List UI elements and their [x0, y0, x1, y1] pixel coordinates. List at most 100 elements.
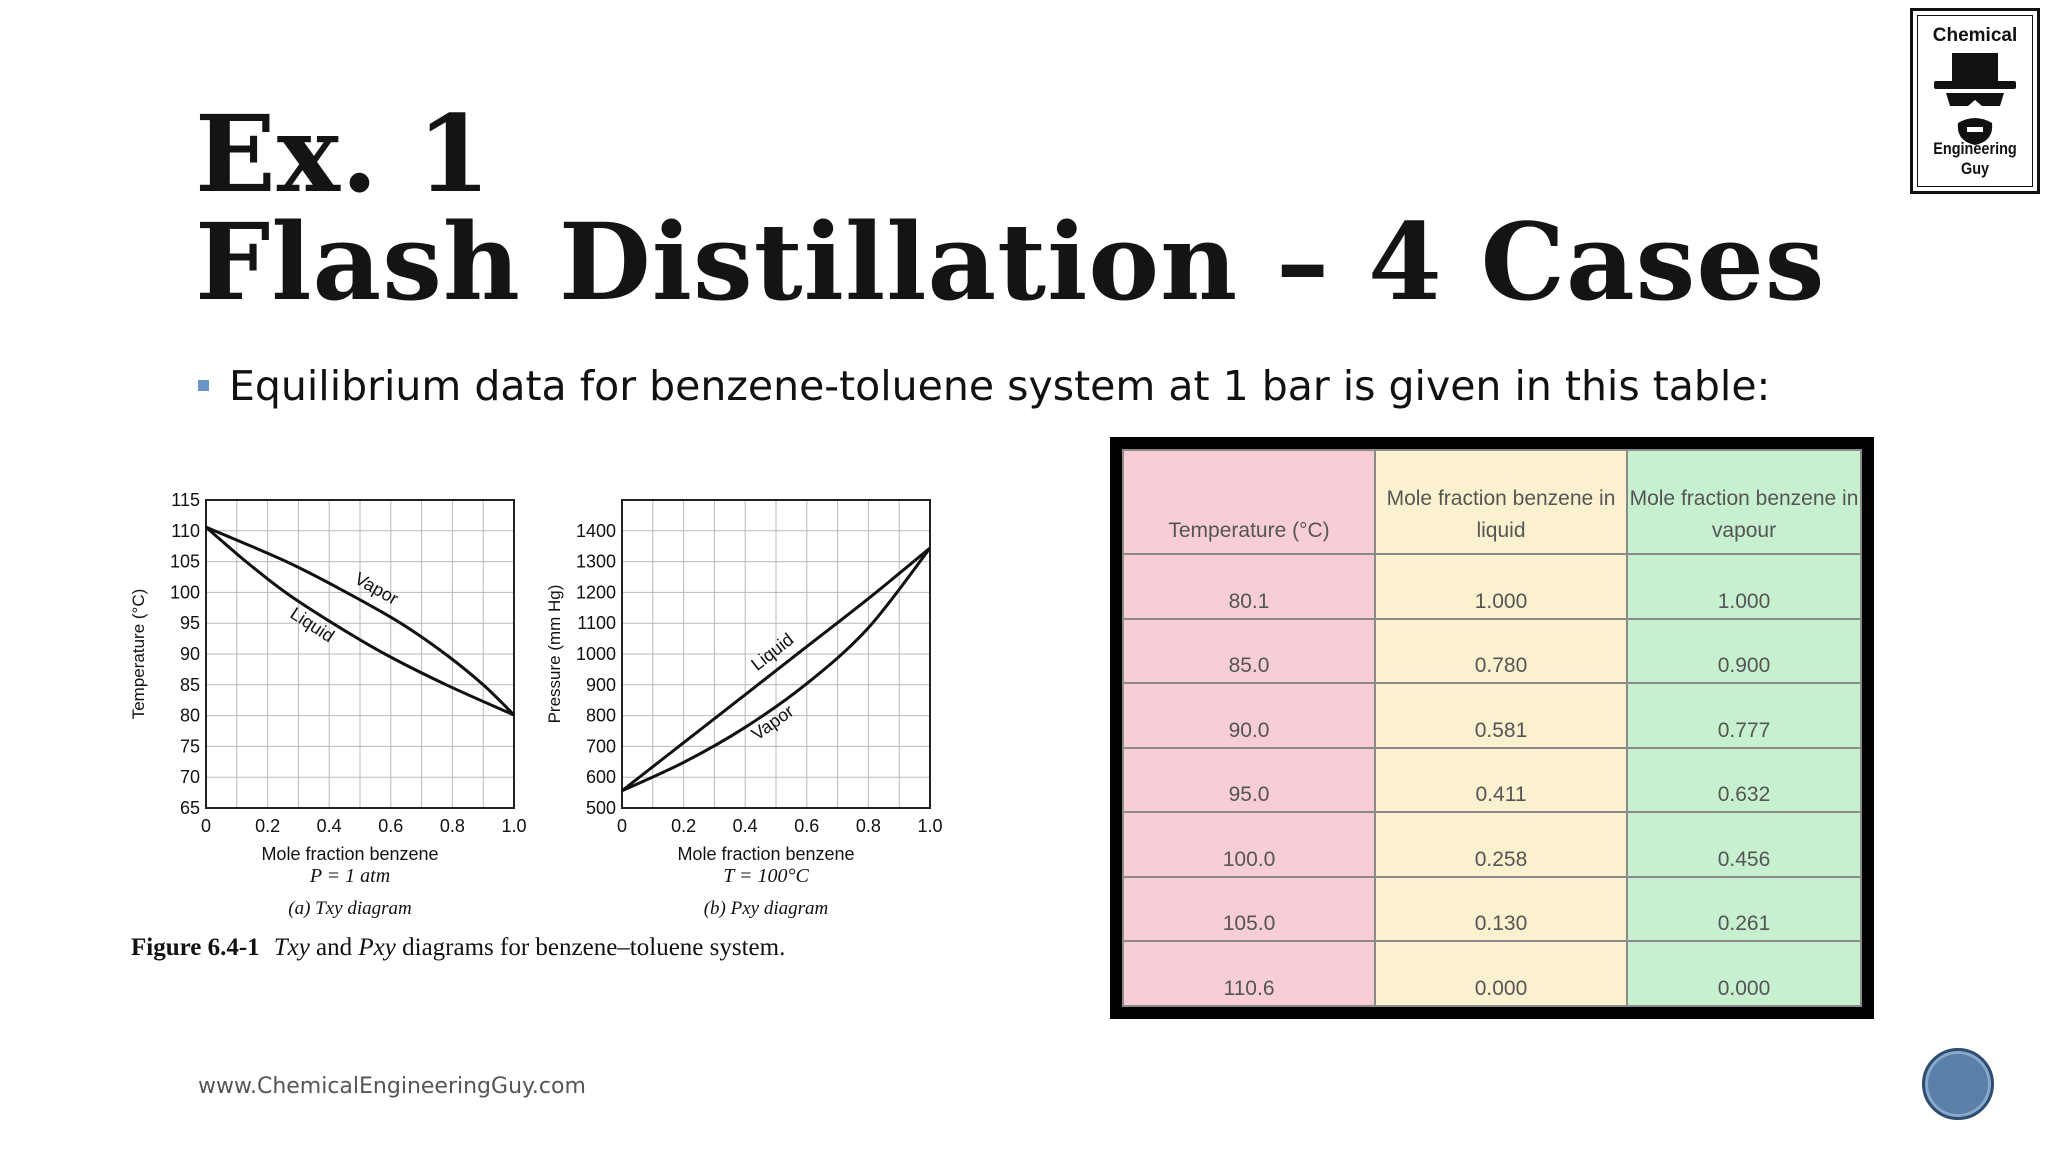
table-row: 100.0 0.258 0.456 — [1122, 811, 1862, 878]
logo-bottom-text: Engineering Guy — [1933, 139, 2017, 178]
cell-liquid: 0.000 — [1374, 940, 1628, 1007]
cell-temperature: 110.6 — [1122, 940, 1376, 1007]
header-vapour: Mole fraction benzene in vapour — [1626, 449, 1862, 555]
logo: Chemical Engineering Guy — [1910, 8, 2040, 194]
txy-x-tick-label: 0.2 — [255, 816, 280, 836]
slide-nav-button-icon[interactable] — [1922, 1048, 1994, 1120]
heisenberg-hat-icon — [1934, 53, 2016, 145]
cell-vapour: 0.000 — [1626, 940, 1862, 1007]
equilibrium-table: Temperature (°C) Mole fraction benzene i… — [1122, 449, 1862, 1007]
pxy-y-tick-label: 900 — [586, 675, 616, 695]
bullet-item: Equilibrium data for benzene-toluene sys… — [198, 362, 1770, 410]
caption-pxy: Pxy — [358, 934, 396, 961]
pxy-liquid-curve — [621, 546, 931, 792]
header-liquid: Mole fraction benzene in liquid — [1374, 449, 1628, 555]
pxy-y-tick-label: 1000 — [576, 644, 616, 664]
pxy-x-tick-label: 0 — [617, 816, 627, 836]
txy-x-tick-label: 0 — [201, 816, 211, 836]
txy-x-tick-label: 0.6 — [378, 816, 403, 836]
slide-title: Ex. 1 Flash Distillation – 4 Cases — [195, 100, 1825, 316]
txy-y-tick-label: 105 — [170, 552, 200, 572]
txy-y-tick-label: 95 — [180, 613, 200, 633]
txy-pxy-figure: 0 0.2 0.4 0.6 0.8 1.0 65 70 75 80 85 90 95 100 105 110 1… — [129, 490, 943, 919]
pxy-plot-frame — [621, 499, 931, 809]
txy-y-tick-label: 90 — [180, 644, 200, 664]
cell-temperature: 105.0 — [1122, 875, 1376, 943]
pxy-y-axis-label: Pressure (mm Hg) — [545, 585, 564, 724]
txy-y-tick-label: 110 — [171, 521, 200, 541]
txy-plot-frame — [205, 499, 515, 809]
title-line-1: Ex. 1 — [195, 91, 492, 216]
pxy-sublabel: (b) Pxy diagram — [704, 898, 829, 919]
table-header-row: Temperature (°C) Mole fraction benzene i… — [1122, 449, 1862, 555]
table-row: 110.6 0.000 0.000 — [1122, 940, 1862, 1007]
cell-temperature: 85.0 — [1122, 617, 1376, 685]
cell-temperature: 90.0 — [1122, 682, 1376, 749]
cell-liquid: 1.000 — [1374, 553, 1628, 620]
cell-vapour: 0.632 — [1626, 746, 1862, 814]
pxy-x-tick-label: 0.8 — [856, 816, 881, 836]
caption-rest: diagrams for benzene–toluene system. — [395, 934, 786, 961]
cell-liquid: 0.411 — [1374, 746, 1628, 814]
cell-liquid: 0.130 — [1374, 875, 1628, 943]
txy-y-tick-label: 100 — [170, 582, 200, 602]
table-row: 105.0 0.130 0.261 — [1122, 875, 1862, 943]
figure-caption: Figure 6.4-1 Txy and Pxy diagrams for ben… — [131, 934, 785, 962]
txy-y-tick-label: 85 — [180, 675, 200, 695]
table-row: 85.0 0.780 0.900 — [1122, 617, 1862, 685]
logo-top-text: Chemical — [1932, 25, 2018, 46]
pxy-y-tick-label: 1300 — [576, 552, 616, 572]
cell-vapour: 0.261 — [1626, 875, 1862, 943]
cell-liquid: 0.780 — [1374, 617, 1628, 685]
cell-vapour: 0.900 — [1626, 617, 1862, 685]
pxy-liquid-label: Liquid — [747, 629, 797, 674]
pxy-vapor-curve — [621, 547, 932, 793]
header-temperature: Temperature (°C) — [1122, 449, 1376, 555]
txy-y-tick-label: 115 — [171, 490, 200, 510]
txy-vapor-curve — [205, 525, 516, 717]
txy-sublabel: (a) Txy diagram — [288, 898, 411, 919]
equilibrium-table-frame: Temperature (°C) Mole fraction benzene i… — [1110, 437, 1874, 1019]
txy-x-axis-label: Mole fraction benzene — [261, 844, 438, 864]
txy-x-tick-label: 0.8 — [440, 816, 465, 836]
pxy-y-tick-label: 500 — [586, 798, 616, 818]
txy-y-tick-label: 75 — [180, 736, 200, 756]
txy-y-tick-label: 80 — [180, 706, 200, 726]
cell-liquid: 0.581 — [1374, 682, 1628, 749]
pxy-x-tick-label: 0.6 — [794, 816, 819, 836]
pxy-y-tick-label: 1400 — [576, 521, 616, 541]
table-row: 90.0 0.581 0.777 — [1122, 682, 1862, 749]
pxy-x-tick-label: 1.0 — [917, 816, 942, 836]
pxy-condition-label: T = 100°C — [723, 865, 809, 887]
txy-condition-label: P = 1 atm — [309, 865, 390, 887]
figure-number: Figure 6.4-1 — [131, 934, 260, 961]
pxy-x-axis-label: Mole fraction benzene — [677, 844, 854, 864]
title-line-2: Flash Distillation – 4 Cases — [195, 199, 1826, 324]
txy-y-tick-label: 70 — [180, 767, 200, 787]
footer-url: www.ChemicalEngineeringGuy.com — [198, 1074, 586, 1099]
txy-liquid-curve — [205, 525, 515, 717]
pxy-y-tick-label: 1100 — [577, 613, 616, 633]
txy-y-tick-label: 65 — [180, 798, 200, 818]
cell-vapour: 0.456 — [1626, 811, 1862, 878]
caption-txy: Txy — [273, 934, 310, 961]
cell-liquid: 0.258 — [1374, 811, 1628, 878]
cell-vapour: 1.000 — [1626, 553, 1862, 620]
pxy-y-tick-label: 600 — [586, 767, 616, 787]
pxy-x-tick-label: 0.2 — [671, 816, 696, 836]
cell-temperature: 80.1 — [1122, 553, 1376, 620]
pxy-y-tick-label: 700 — [586, 736, 616, 756]
txy-y-axis-label: Temperature (°C) — [129, 589, 148, 720]
pxy-x-tick-label: 0.4 — [733, 816, 758, 836]
cell-temperature: 95.0 — [1122, 746, 1376, 814]
table-row: 95.0 0.411 0.632 — [1122, 746, 1862, 814]
bullet-text: Equilibrium data for benzene-toluene sys… — [229, 362, 1771, 410]
bullet-square-icon — [198, 379, 209, 391]
txy-vapor-label: Vapor — [351, 568, 401, 608]
pxy-y-tick-label: 1200 — [576, 582, 616, 602]
txy-x-tick-label: 1.0 — [501, 816, 526, 836]
caption-and: and — [309, 934, 359, 961]
cell-temperature: 100.0 — [1122, 811, 1376, 878]
table-row: 80.1 1.000 1.000 — [1122, 553, 1862, 620]
pxy-y-tick-label: 800 — [586, 706, 616, 726]
